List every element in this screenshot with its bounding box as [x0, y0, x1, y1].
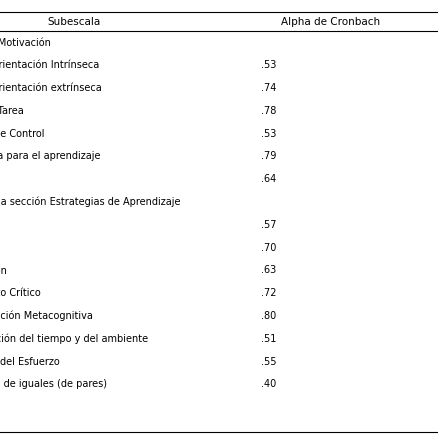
Text: Subescala: Subescala [48, 16, 101, 27]
Text: Autoeficacia para el aprendizaje: Autoeficacia para el aprendizaje [0, 151, 101, 161]
Text: Creencias de Control: Creencias de Control [0, 128, 45, 139]
Text: Metas de Orientación Intrínseca: Metas de Orientación Intrínseca [0, 60, 99, 70]
Text: .40: .40 [261, 379, 276, 389]
Text: Regulación del Esfuerzo: Regulación del Esfuerzo [0, 356, 60, 367]
Text: Escalas de Motivación: Escalas de Motivación [0, 37, 51, 48]
Text: .53: .53 [261, 60, 276, 70]
Text: Autorregulación Metacognitiva: Autorregulación Metacognitiva [0, 311, 93, 321]
Text: .63: .63 [261, 265, 276, 276]
Text: Valor de la Tarea: Valor de la Tarea [0, 106, 24, 116]
Text: .74: .74 [261, 83, 276, 93]
Text: .70: .70 [261, 243, 276, 253]
Text: Pensamiento Crítico: Pensamiento Crítico [0, 288, 41, 298]
Text: .80: .80 [261, 311, 276, 321]
Text: Metas de Orientación extrínseca: Metas de Orientación extrínseca [0, 83, 102, 93]
Text: Escalas de la sección Estrategias de Aprendizaje: Escalas de la sección Estrategias de Apr… [0, 197, 180, 207]
Text: Organización: Organización [0, 265, 7, 276]
Text: .57: .57 [261, 220, 276, 230]
Text: .53: .53 [261, 128, 276, 139]
Text: .72: .72 [261, 288, 276, 298]
Text: .55: .55 [261, 356, 276, 367]
Text: Administración del tiempo y del ambiente: Administración del tiempo y del ambiente [0, 333, 148, 344]
Text: .79: .79 [261, 151, 276, 161]
Text: .51: .51 [261, 334, 276, 344]
Text: .64: .64 [261, 174, 276, 184]
Text: .78: .78 [261, 106, 276, 116]
Text: Aprendizaje de iguales (de pares): Aprendizaje de iguales (de pares) [0, 379, 107, 389]
Text: Alpha de Cronbach: Alpha de Cronbach [281, 16, 380, 27]
